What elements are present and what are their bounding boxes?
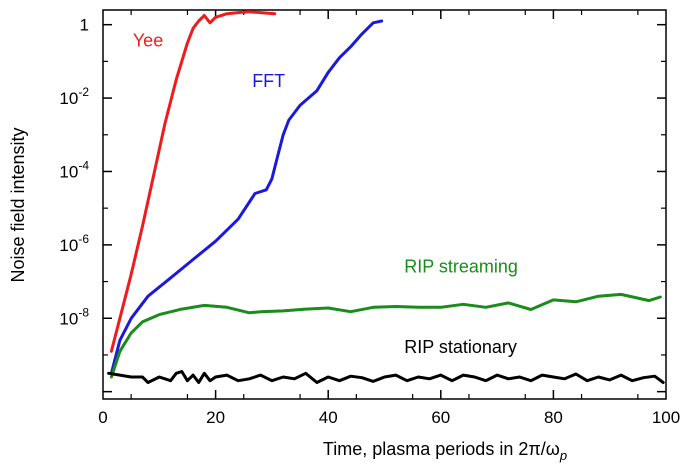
- y-tick-labels: 110-210-410-610-8: [59, 16, 89, 329]
- x-tick-label: 100: [652, 408, 680, 427]
- y-tick-label: 10-2: [59, 85, 89, 108]
- series-label-rip-stationary: RIP stationary: [404, 337, 517, 357]
- x-axis-title-main: Time, plasma periods in 2π/ω: [323, 439, 560, 459]
- y-tick-base: 10: [59, 162, 78, 181]
- x-tick-label: 80: [544, 408, 563, 427]
- y-tick-label: 1: [80, 16, 89, 35]
- y-tick-base: 1: [80, 16, 89, 35]
- series-label-yee: Yee: [133, 31, 163, 51]
- x-tick-label: 60: [431, 408, 450, 427]
- x-tick-labels: 0 20 40 60 80 100: [98, 408, 680, 427]
- x-axis-title: Time, plasma periods in 2π/ωp: [323, 439, 567, 463]
- y-tick-exponent: -8: [78, 305, 89, 319]
- series-labels: Yee FFT RIP streaming RIP stationary: [133, 31, 518, 357]
- series-lines: [107, 10, 665, 384]
- series-label-rip-streaming: RIP streaming: [404, 256, 518, 276]
- x-tick-label: 0: [98, 408, 107, 427]
- y-tick-label: 10-6: [59, 232, 89, 255]
- x-tick-label: 20: [206, 408, 225, 427]
- plot-frame: [102, 9, 667, 400]
- series-label-fft: FFT: [252, 71, 285, 91]
- series-line-rip-stationary: [107, 370, 665, 384]
- series-line-rip-streaming: [109, 292, 662, 379]
- y-tick-base: 10: [59, 89, 78, 108]
- y-tick-label: 10-8: [59, 305, 89, 328]
- y-tick-label: 10-4: [59, 158, 89, 181]
- series-line-fft: [109, 19, 384, 375]
- series-line-yee: [109, 10, 277, 353]
- y-tick-exponent: -2: [78, 85, 89, 99]
- x-axis-title-subscript: p: [559, 448, 567, 463]
- y-tick-base: 10: [59, 236, 78, 255]
- x-tick-label: 40: [319, 408, 338, 427]
- y-tick-exponent: -4: [78, 158, 89, 172]
- y-tick-exponent: -6: [78, 232, 89, 246]
- ticks: [103, 10, 666, 399]
- y-axis-title: Noise field intensity: [8, 127, 28, 282]
- y-tick-base: 10: [59, 309, 78, 328]
